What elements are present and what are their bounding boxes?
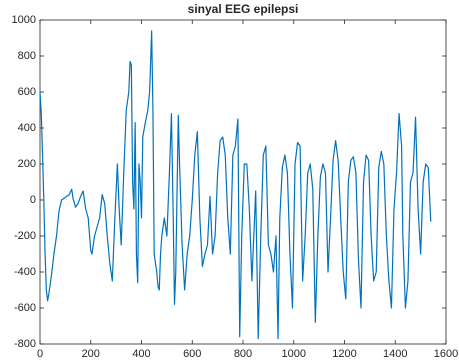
x-tick-label: 1400 bbox=[383, 348, 407, 360]
y-tick-label: -800 bbox=[14, 338, 36, 350]
x-tick-label: 0 bbox=[37, 348, 43, 360]
y-tick-label: -600 bbox=[14, 302, 36, 314]
x-tick-label: 1200 bbox=[332, 348, 356, 360]
x-tick-label: 800 bbox=[234, 348, 252, 360]
plot-box bbox=[39, 19, 447, 345]
y-tick-label: 400 bbox=[18, 122, 36, 134]
x-tick-label: 200 bbox=[82, 348, 100, 360]
y-tick-label: 800 bbox=[18, 50, 36, 62]
y-tick-label: 0 bbox=[30, 194, 36, 206]
x-tick-label: 400 bbox=[132, 348, 150, 360]
x-tick-label: 600 bbox=[183, 348, 201, 360]
y-tick-label: 200 bbox=[18, 158, 36, 170]
y-tick-label: -200 bbox=[14, 230, 36, 242]
y-tick-label: -400 bbox=[14, 266, 36, 278]
y-tick-label: 600 bbox=[18, 86, 36, 98]
x-tick-label: 1000 bbox=[282, 348, 306, 360]
x-tick-label: 1600 bbox=[434, 348, 458, 360]
chart-title: sinyal EEG epilepsi bbox=[188, 2, 299, 16]
signal-line bbox=[39, 30, 432, 340]
y-tick-label: 1000 bbox=[12, 14, 36, 26]
